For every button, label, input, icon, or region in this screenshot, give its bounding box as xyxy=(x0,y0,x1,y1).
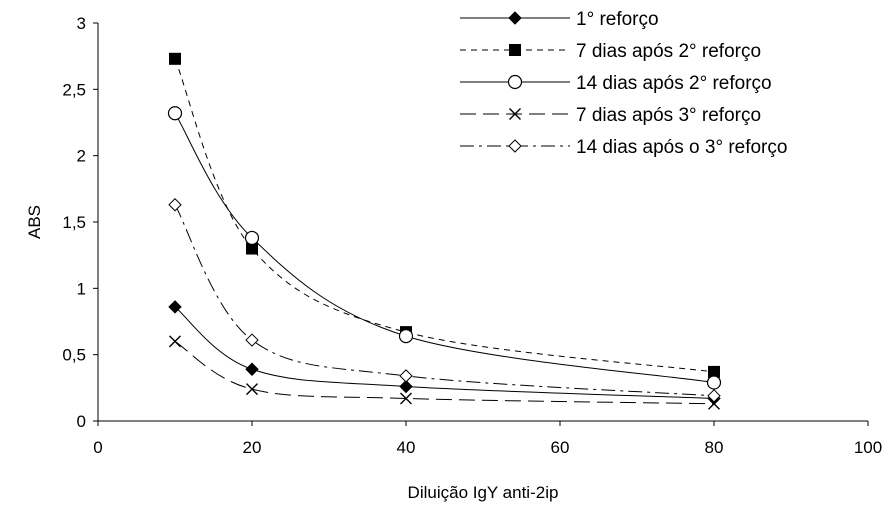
data-point xyxy=(398,328,414,344)
legend-marker xyxy=(509,44,521,56)
data-point xyxy=(169,52,181,65)
data-point xyxy=(399,379,413,394)
data-point xyxy=(245,333,259,347)
series-2 xyxy=(169,52,720,378)
y-tick-label: 0 xyxy=(77,412,86,431)
legend-item: 7 dias após 2° reforço xyxy=(460,41,761,62)
data-point xyxy=(707,389,721,403)
legend-label: 1° reforço xyxy=(576,9,659,30)
legend-item: 1° reforço xyxy=(460,9,659,30)
legend-item: 14 dias após 2° reforço xyxy=(460,73,772,94)
series-4 xyxy=(169,335,720,410)
y-tick-label: 2 xyxy=(77,147,86,166)
y-tick-label: 0,5 xyxy=(62,346,86,365)
legend-marker xyxy=(507,74,523,90)
y-tick-label: 1,5 xyxy=(62,213,86,232)
series-3 xyxy=(167,106,722,390)
data-point xyxy=(168,300,182,314)
data-point xyxy=(399,369,413,383)
x-tick-label: 20 xyxy=(243,438,262,457)
legend-label: 14 dias após 2° reforço xyxy=(576,73,772,94)
x-tick-label: 40 xyxy=(397,438,416,457)
series-line xyxy=(174,204,715,397)
data-point xyxy=(245,362,259,376)
data-point xyxy=(167,106,183,121)
legend-item: 7 dias após 3° reforço xyxy=(460,105,761,126)
legend-label: 14 dias após o 3° reforço xyxy=(576,137,787,158)
legend-marker xyxy=(508,11,522,25)
series-5 xyxy=(168,198,721,403)
y-tick-label: 2,5 xyxy=(62,80,86,99)
x-tick-label: 80 xyxy=(705,438,724,457)
y-tick-label: 3 xyxy=(77,14,86,33)
legend-item: 14 dias após o 3° reforço xyxy=(460,137,787,158)
data-point xyxy=(168,198,182,212)
y-axis-title: ABS xyxy=(25,205,44,239)
series-line xyxy=(174,112,715,384)
x-tick-label: 60 xyxy=(551,438,570,457)
legend-marker xyxy=(508,139,522,153)
ticks: 0 0,5 1 1,5 2 2,5 3 0 20 40 60 80 100 xyxy=(62,14,882,457)
series-line xyxy=(174,306,715,399)
legend-label: 7 dias após 2° reforço xyxy=(576,41,761,62)
series-line xyxy=(174,58,715,373)
data-point xyxy=(246,383,258,396)
series-layer xyxy=(167,52,722,410)
data-point xyxy=(244,230,260,246)
x-tick-label: 100 xyxy=(854,438,882,457)
data-point xyxy=(400,392,412,405)
data-point xyxy=(708,397,720,410)
y-tick-label: 1 xyxy=(77,279,86,298)
series-line xyxy=(174,340,715,405)
legend-marker xyxy=(509,108,521,120)
data-point xyxy=(169,335,181,348)
data-point xyxy=(706,375,722,390)
legend-label: 7 dias após 3° reforço xyxy=(576,105,761,126)
x-axis-title: Diluição IgY anti-2ip xyxy=(408,483,559,502)
legend: 1° reforço 7 dias após 2° reforço 14 dias … xyxy=(460,9,787,158)
x-tick-label: 0 xyxy=(93,438,102,457)
